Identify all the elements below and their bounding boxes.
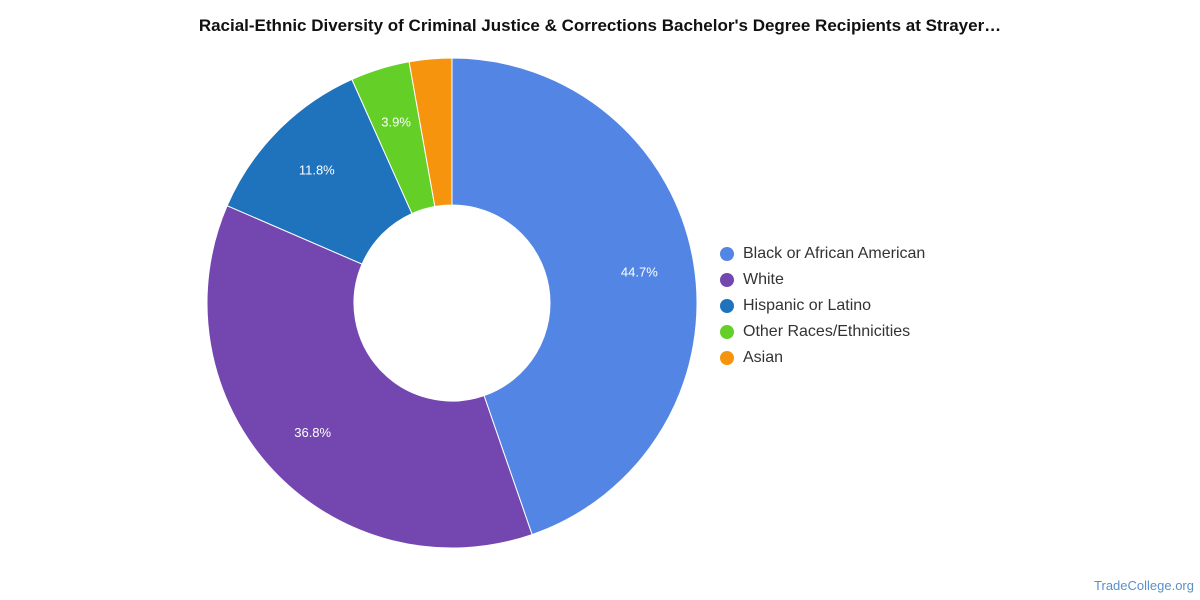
slice-label-white: 36.8% [294,425,331,440]
chart-title: Racial-Ethnic Diversity of Criminal Just… [198,16,1002,35]
legend-label: Black or African American [743,245,926,262]
legend-item-hispanic-or-latino[interactable]: Hispanic or Latino [720,293,925,319]
legend-swatch-icon [720,247,734,261]
legend-item-asian[interactable]: Asian [720,345,925,371]
legend-item-white[interactable]: White [720,267,925,293]
legend-label: White [743,271,784,288]
legend-swatch-icon [720,273,734,287]
legend-label: Asian [743,349,784,366]
source-link[interactable]: TradeCollege.org [1094,578,1194,593]
legend-item-other-races-ethnicities[interactable]: Other Races/Ethnicities [720,319,925,345]
slice-asian[interactable] [408,57,453,208]
slice-hispanic-or-latino[interactable] [226,78,413,265]
slice-black-or-african-american[interactable] [451,57,698,536]
legend-item-black-or-african-american[interactable]: Black or African American [720,241,925,267]
slice-label-hispanic-or-latino: 11.8% [299,162,335,177]
chart-legend: Black or African American White Hispanic o… [720,241,925,371]
slice-label-other-races-ethnicities: 3.9% [381,114,411,129]
legend-swatch-icon [720,299,734,313]
slice-white[interactable] [206,205,533,549]
legend-label: Hispanic or Latino [743,297,872,314]
slice-label-black-or-african-american: 44.7% [621,265,658,280]
legend-swatch-icon [720,351,734,365]
legend-label: Other Races/Ethnicities [743,323,911,340]
legend-swatch-icon [720,325,734,339]
